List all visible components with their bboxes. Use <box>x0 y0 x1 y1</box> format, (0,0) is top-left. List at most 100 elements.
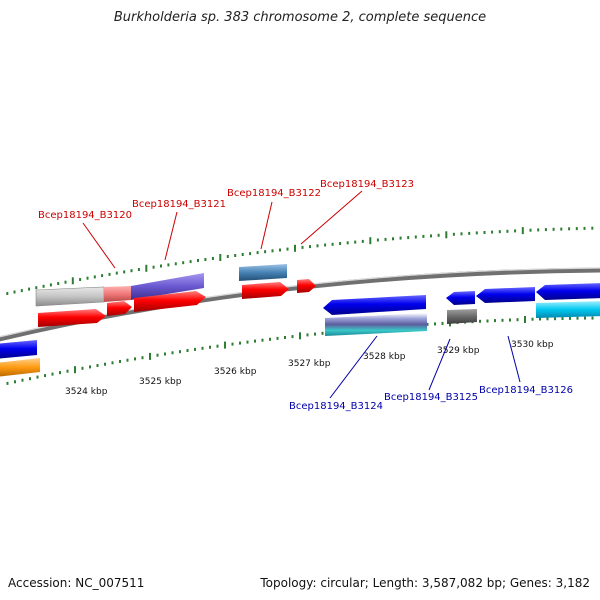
gene-label-B3121[interactable]: Bcep18194_B3121 <box>132 199 226 210</box>
ruler-tick-minor <box>256 251 259 255</box>
ruler-tick-minor <box>115 271 118 275</box>
ruler-tick-minor <box>414 235 417 239</box>
ruler-tick-minor <box>249 252 252 256</box>
ruler-tick-minor <box>89 365 91 369</box>
ruler-tick-minor <box>86 276 89 280</box>
ruler-tick-major <box>369 237 372 245</box>
ruler-tick-minor <box>279 248 281 252</box>
ruler-tick-minor <box>301 245 304 249</box>
gene-feature-cyan[interactable] <box>536 301 600 318</box>
gene-feature-purple[interactable] <box>131 273 204 300</box>
ruler-tick-minor <box>134 357 136 361</box>
ruler-tick-minor <box>316 244 319 248</box>
gene-label-B3125[interactable]: Bcep18194_B3125 <box>384 392 478 403</box>
ruler-tick-minor <box>160 264 162 268</box>
ruler-tick-minor <box>276 336 279 340</box>
ruler-tick-major <box>145 264 148 272</box>
ruler-tick-minor <box>441 321 444 325</box>
ruler-tick-minor <box>204 258 207 261</box>
scale-label: 3528 kbp <box>363 352 406 362</box>
gene-arrow-B3123[interactable] <box>297 279 316 293</box>
scale-label: 3526 kbp <box>214 367 257 377</box>
ruler-tick-minor <box>231 342 234 346</box>
ruler-tick-minor <box>544 228 547 232</box>
leader-line <box>329 335 378 399</box>
ruler-tick-minor <box>6 292 9 295</box>
gene-feature-striped[interactable] <box>325 313 427 336</box>
ruler-tick-minor <box>452 232 455 236</box>
ruler-tick-major <box>149 352 151 360</box>
ruler-tick-minor <box>211 257 214 260</box>
ruler-tick-minor <box>506 229 509 233</box>
gene-arrow-B3120b[interactable] <box>107 301 132 316</box>
ruler-tick-minor <box>141 356 144 360</box>
ruler-tick-minor <box>42 284 45 288</box>
ruler-tick-minor <box>339 242 342 245</box>
ruler-tick-minor <box>531 317 534 321</box>
gene-label-B3123[interactable]: Bcep18194_B3123 <box>320 179 414 190</box>
ruler-tick-minor <box>29 377 31 381</box>
ruler-tick-minor <box>552 227 555 231</box>
ruler-tick-minor <box>392 237 394 241</box>
ruler-tick-minor <box>81 366 84 370</box>
scale-label: 3527 kbp <box>288 359 331 369</box>
gene-feature-pink[interactable] <box>104 286 131 302</box>
ruler-tick-minor <box>537 228 540 232</box>
forward-gene-labels: Bcep18194_B3120 Bcep18194_B3121 Bcep1819… <box>38 179 414 269</box>
ruler-tick-minor <box>171 351 174 355</box>
gene-arrow-left-blue[interactable] <box>0 340 37 359</box>
gene-arrow-B3121[interactable] <box>134 291 206 312</box>
ruler-tick-minor <box>194 347 196 351</box>
ruler-tick-minor <box>59 371 61 375</box>
gene-arrow-B3127[interactable] <box>536 283 600 300</box>
gene-feature-orange[interactable] <box>0 358 40 377</box>
ruler-tick-minor <box>174 262 177 266</box>
gene-feature-steelblue[interactable] <box>239 264 287 281</box>
ruler-tick-minor <box>354 240 357 244</box>
gene-feature-grey[interactable] <box>35 286 105 307</box>
ruler-tick-minor <box>261 338 264 342</box>
ruler-tick-minor <box>234 254 237 257</box>
ruler-tick-minor <box>514 229 517 233</box>
gene-label-B3124[interactable]: Bcep18194_B3124 <box>289 401 383 412</box>
ruler-tick-minor <box>96 364 99 367</box>
ruler-tick-major <box>71 277 74 285</box>
scale-label: 3524 kbp <box>65 387 108 397</box>
gene-arrow-B3122[interactable] <box>242 282 289 299</box>
ruler-tick-minor <box>361 239 364 243</box>
ruler-tick-minor <box>314 332 316 336</box>
ruler-tick-minor <box>13 290 16 294</box>
ruler-tick-major <box>224 341 226 349</box>
ruler-tick-major <box>521 227 524 235</box>
accession-info: Accession: NC_007511 <box>8 576 145 590</box>
gene-arrow-B3120[interactable] <box>38 309 106 327</box>
gene-label-B3120[interactable]: Bcep18194_B3120 <box>38 210 132 221</box>
ruler-tick-minor <box>49 283 52 287</box>
ruler-tick-minor <box>239 341 241 345</box>
ruler-tick-minor <box>376 238 379 242</box>
ruler-tick-minor <box>331 242 334 246</box>
ruler-tick-minor <box>93 275 96 279</box>
ruler-tick-minor <box>152 265 155 269</box>
ruler-tick-minor <box>36 375 39 379</box>
gene-feature-darkgrey[interactable] <box>447 309 477 324</box>
ruler-tick-minor <box>286 247 289 251</box>
ruler-tick-minor <box>101 274 104 278</box>
leader-line <box>300 190 363 245</box>
scale-label: 3529 kbp <box>437 346 480 356</box>
gene-arrow-B3126[interactable] <box>476 287 535 303</box>
leader-line <box>164 211 178 261</box>
gene-arrow-B3125[interactable] <box>446 291 475 305</box>
ruler-tick-minor <box>426 322 429 326</box>
ruler-tick-minor <box>126 358 129 362</box>
gene-label-B3126[interactable]: Bcep18194_B3126 <box>479 385 573 396</box>
gene-arrow-B3124[interactable] <box>323 295 426 315</box>
gene-label-B3122[interactable]: Bcep18194_B3122 <box>227 188 321 199</box>
ruler-tick-minor <box>491 230 494 234</box>
reverse-ruler-ticks <box>6 316 594 385</box>
ruler-tick-minor <box>164 352 166 356</box>
ruler-tick-minor <box>475 231 478 235</box>
ruler-tick-minor <box>57 282 60 285</box>
ruler-tick-major <box>445 231 448 239</box>
